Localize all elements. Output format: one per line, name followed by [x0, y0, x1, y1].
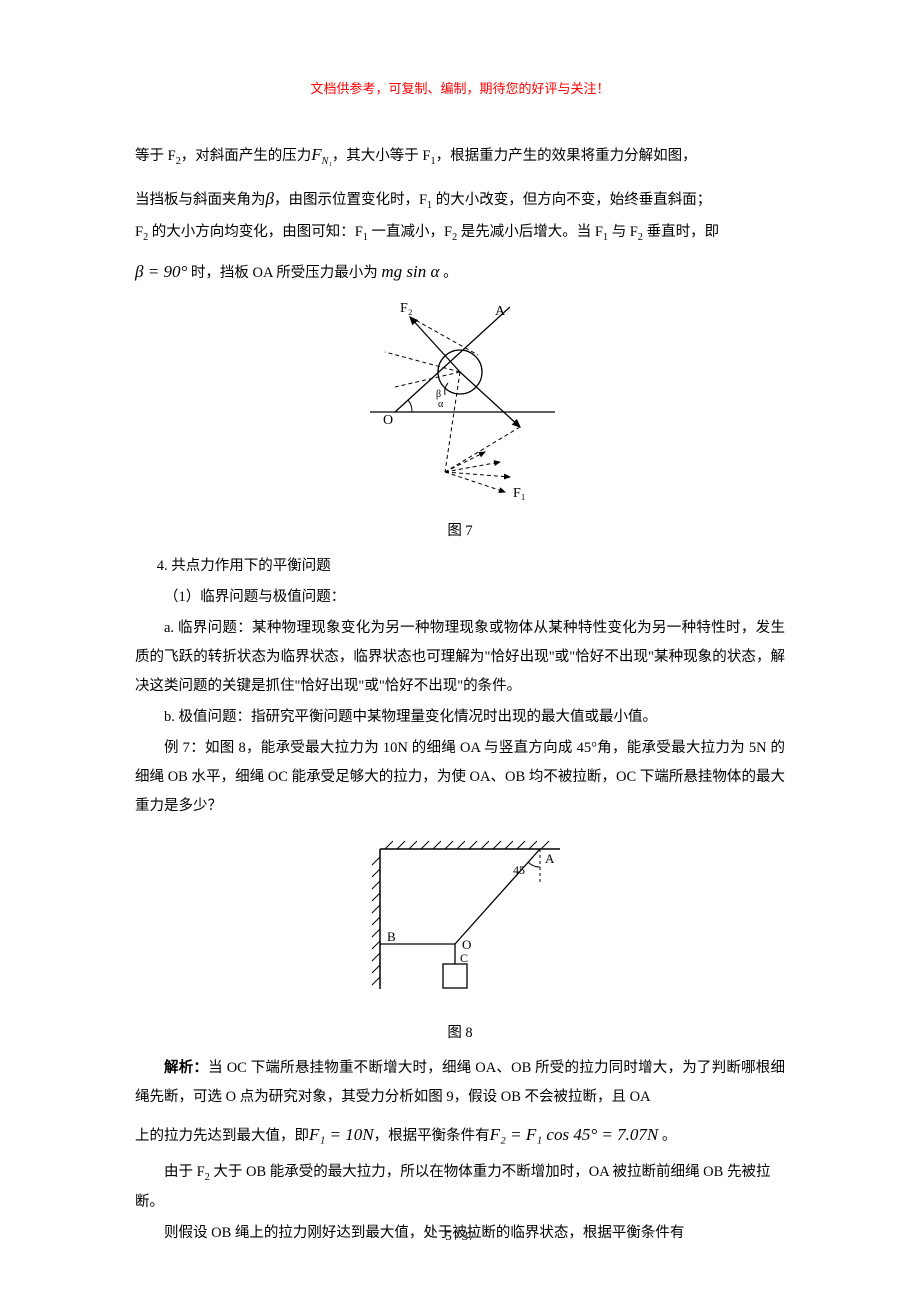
text: 的大小改变，但方向不变，始终垂直斜面；	[432, 192, 711, 208]
text: 等于 F	[135, 148, 176, 164]
text: 当挡板与斜面夹角为	[135, 192, 266, 208]
page-content: 等于 F2，对斜面产生的压力FN₁，其大小等于 F1，根据重力产生的效果将重力分…	[135, 138, 785, 1250]
fig8-label-o: O	[462, 937, 471, 952]
formula: F	[311, 145, 321, 164]
text: 一直减小，F	[368, 224, 452, 240]
formula: β = 90°	[135, 262, 187, 281]
page-number: 5 / 37	[0, 1228, 920, 1244]
text: 上的拉力先达到最大值，即	[135, 1128, 309, 1144]
fig7-caption: 图 7	[135, 517, 785, 546]
paragraph: 上的拉力先达到最大值，即F₁ = 10N，根据平衡条件有F₂ = F₁ cos …	[135, 1118, 785, 1152]
paragraph: 当挡板与斜面夹角为β，由图示位置变化时，F1 的大小改变，但方向不变，始终垂直斜…	[135, 182, 785, 216]
fig7-label-o: O	[383, 413, 393, 428]
fig7-label-alpha: α	[438, 399, 444, 410]
subsection: （1）临界问题与极值问题：	[135, 583, 785, 612]
formula-sub: N₁	[322, 156, 332, 167]
text: 是先减小后增大。当 F	[457, 224, 603, 240]
text: 时，挡板 OA 所受压力最小为	[187, 265, 381, 281]
fig8-label-b: B	[387, 929, 396, 944]
fig8-svg: A 45 B O C	[345, 829, 575, 1004]
fig7-label-a: A	[495, 304, 506, 319]
analysis: 解析：当 OC 下端所悬挂物重不断增大时，细绳 OA、OB 所受的拉力同时增大，…	[135, 1054, 785, 1112]
text: ，由图示位置变化时，F	[274, 192, 427, 208]
figure-8: A 45 B O C	[135, 829, 785, 1015]
text: ，对斜面产生的压力	[181, 148, 312, 164]
paragraph: β = 90° 时，挡板 OA 所受压力最小为 mg sin α 。	[135, 255, 785, 289]
text: 当 OC 下端所悬挂物重不断增大时，细绳 OA、OB 所受的拉力同时增大，为了判…	[135, 1060, 785, 1105]
text: ，根据平衡条件有	[374, 1128, 490, 1144]
paragraph: b. 极值问题：指研究平衡问题中某物理量变化情况时出现的最大值或最小值。	[135, 703, 785, 732]
text: 由于 F	[164, 1164, 205, 1180]
paragraph: 由于 F2 大于 OB 能承受的最大拉力，所以在物体重力不断增加时，OA 被拉断…	[135, 1158, 785, 1217]
paragraph: a. 临界问题：某种物理现象变化为另一种物理现象或物体从某种特性变化为另一种特性…	[135, 614, 785, 701]
paragraph: 等于 F2，对斜面产生的压力FN₁，其大小等于 F1，根据重力产生的效果将重力分…	[135, 138, 785, 172]
text: ，根据重力产生的效果将重力分解如图，	[436, 148, 697, 164]
header-note: 文档供参考，可复制、编制，期待您的好评与关注！	[0, 78, 920, 97]
text: 。	[658, 1128, 676, 1144]
formula: F₁ = 10N	[309, 1125, 374, 1144]
fig8-label-angle: 45	[513, 863, 525, 877]
formula: mg sin α	[381, 262, 439, 281]
analysis-label: 解析：	[164, 1060, 208, 1076]
text: 的大小方向均变化，由图可知：F	[148, 224, 363, 240]
fig7-label-f1: F₁	[513, 486, 526, 501]
fig8-label-c: C	[460, 951, 468, 965]
text: ，其大小等于 F	[332, 148, 431, 164]
text: 。	[439, 265, 457, 281]
section-title: 4. 共点力作用下的平衡问题	[135, 552, 785, 581]
example: 例 7：如图 8，能承受最大拉力为 10N 的细绳 OA 与竖直方向成 45°角…	[135, 734, 785, 821]
text: 与 F	[608, 224, 638, 240]
paragraph: F2 的大小方向均变化，由图可知：F1 一直减小，F2 是先减小后增大。当 F1…	[135, 218, 785, 248]
figure-7: A O F₂ F₁ β α	[135, 297, 785, 513]
formula: β	[266, 189, 274, 208]
fig7-label-f2: F₂	[400, 301, 413, 316]
text: 垂直时，即	[643, 224, 719, 240]
text: F	[135, 224, 143, 240]
formula: F₂ = F₁ cos 45° = 7.07N	[490, 1125, 659, 1144]
text: 大于 OB 能承受的最大拉力，所以在物体重力不断增加时，OA 被拉断前细绳 OB…	[135, 1164, 770, 1210]
fig7-svg: A O F₂ F₁ β α	[350, 297, 570, 502]
fig8-caption: 图 8	[135, 1019, 785, 1048]
fig8-label-a: A	[545, 851, 555, 866]
